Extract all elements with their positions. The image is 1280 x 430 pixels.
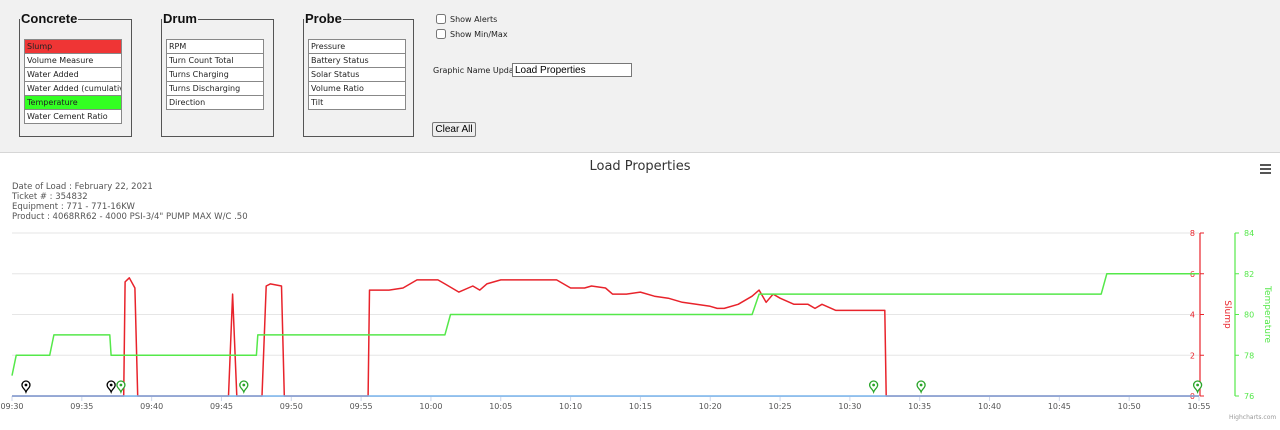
concrete-list: Slump Volume Measure Water Added Water Adde…	[24, 39, 122, 124]
show-minmax-label: Show Min/Max	[450, 29, 508, 39]
map-pin-dot	[109, 383, 113, 387]
show-alerts-checkbox[interactable]	[436, 14, 446, 24]
concrete-item[interactable]: Water Cement Ratio	[24, 110, 122, 124]
x-tick-label: 10:00	[419, 402, 442, 411]
y-axis-title: Temperature	[1262, 285, 1272, 343]
concrete-item[interactable]: Water Added	[24, 68, 122, 82]
chart-container: Load Properties Date of Load : February …	[0, 153, 1280, 430]
x-tick-label: 09:45	[210, 402, 233, 411]
probe-list: Pressure Battery Status Solar Status Volume…	[308, 39, 406, 110]
map-pin-icon	[21, 380, 31, 395]
probe-legend: Probe	[305, 11, 342, 26]
chart-credits[interactable]: Highcharts.com	[1229, 414, 1277, 421]
y-tick-label: 2	[1190, 351, 1195, 360]
drum-item[interactable]: Direction	[166, 96, 264, 110]
y-tick-label: 84	[1244, 229, 1254, 238]
graphic-name-label: Graphic Name Update :	[433, 66, 528, 75]
drum-item[interactable]: RPM	[166, 39, 264, 54]
map-pin-icon	[116, 380, 126, 395]
probe-item[interactable]: Pressure	[308, 39, 406, 54]
x-tick-label: 09:55	[350, 402, 373, 411]
probe-item[interactable]: Volume Ratio	[308, 82, 406, 96]
subtitle-product: Product : 4068RR62 - 4000 PSI-3/4" PUMP …	[12, 212, 248, 222]
line-chart: 09:30 09:35 09:40 09:45 09:50 09:55 10:00 10:05…	[0, 229, 1272, 411]
x-tick-label: 09:35	[70, 402, 93, 411]
clear-all-button[interactable]: Clear All	[432, 122, 476, 137]
subtitle-ticket: Ticket # : 354832	[12, 192, 88, 202]
map-pin-dot	[872, 383, 876, 387]
x-tick-label: 09:40	[140, 402, 163, 411]
map-pin-dot	[119, 383, 123, 387]
concrete-item[interactable]: Temperature	[24, 96, 122, 110]
drum-legend: Drum	[163, 11, 197, 26]
chart-title: Load Properties	[589, 159, 691, 174]
drum-item[interactable]: Turn Count Total	[166, 54, 264, 68]
show-alerts-label: Show Alerts	[450, 14, 498, 24]
y-tick-label: 78	[1244, 351, 1254, 360]
probe-group: Probe Pressure Battery Status Solar Status…	[303, 11, 414, 137]
show-alerts-row[interactable]: Show Alerts	[436, 14, 497, 24]
drum-group: Drum RPM Turn Count Total Turns Charging Tu…	[161, 11, 274, 137]
x-tick-label: 10:40	[978, 402, 1001, 411]
x-tick-label: 10:50	[1118, 402, 1141, 411]
series-line	[11, 273, 1199, 376]
x-tick-label: 09:50	[280, 402, 303, 411]
y-axis-title: Slump	[1222, 300, 1232, 329]
probe-item[interactable]: Battery Status	[308, 54, 406, 68]
controls-panel: Concrete Slump Volume Measure Water Added W…	[0, 0, 1280, 153]
x-tick-label: 09:30	[0, 402, 23, 411]
graphic-name-input[interactable]	[512, 63, 632, 77]
concrete-item[interactable]: Volume Measure	[24, 54, 122, 68]
concrete-legend: Concrete	[21, 11, 78, 26]
map-pin-icon	[239, 380, 249, 395]
drum-item[interactable]: Turns Discharging	[166, 82, 264, 96]
y-tick-label: 80	[1244, 311, 1254, 320]
series-line	[12, 277, 1199, 397]
map-pin-icon	[106, 380, 116, 395]
map-pin-dot	[242, 383, 246, 387]
map-pin-dot	[24, 383, 28, 387]
x-tick-label: 10:25	[769, 402, 792, 411]
probe-item[interactable]: Solar Status	[308, 68, 406, 82]
x-tick-label: 10:45	[1048, 402, 1071, 411]
subtitle-equipment: Equipment : 771 - 771-16KW	[12, 202, 135, 212]
x-tick-label: 10:10	[559, 402, 582, 411]
x-tick-label: 10:30	[838, 402, 861, 411]
show-minmax-row[interactable]: Show Min/Max	[436, 29, 508, 39]
concrete-group: Concrete Slump Volume Measure Water Added W…	[19, 11, 132, 137]
y-tick-label: 4	[1190, 311, 1195, 320]
map-pin-dot	[919, 383, 923, 387]
map-pin-dot	[1196, 383, 1200, 387]
drum-item[interactable]: Turns Charging	[166, 68, 264, 82]
x-tick-label: 10:05	[489, 402, 512, 411]
y-tick-label: 82	[1244, 270, 1254, 279]
y-tick-label: 76	[1244, 392, 1254, 401]
subtitle-date: Date of Load : February 22, 2021	[12, 182, 153, 192]
show-minmax-checkbox[interactable]	[436, 29, 446, 39]
map-pin-icon	[868, 380, 879, 395]
x-tick-label: 10:55	[1187, 402, 1210, 411]
concrete-item[interactable]: Water Added (cumulative)	[24, 82, 122, 96]
map-pin-icon	[916, 380, 926, 395]
x-tick-label: 10:20	[699, 402, 722, 411]
x-tick-label: 10:15	[629, 402, 652, 411]
map-pin-icon	[1192, 380, 1203, 395]
concrete-item[interactable]: Slump	[24, 39, 122, 54]
x-tick-label: 10:35	[908, 402, 931, 411]
probe-item[interactable]: Tilt	[308, 96, 406, 110]
hamburger-menu-icon[interactable]	[1260, 164, 1271, 174]
drum-list: RPM Turn Count Total Turns Charging Turns D…	[166, 39, 264, 110]
y-tick-label: 8	[1190, 229, 1195, 238]
chart-subtitle: Date of Load : February 22, 2021 Ticket …	[12, 182, 248, 222]
